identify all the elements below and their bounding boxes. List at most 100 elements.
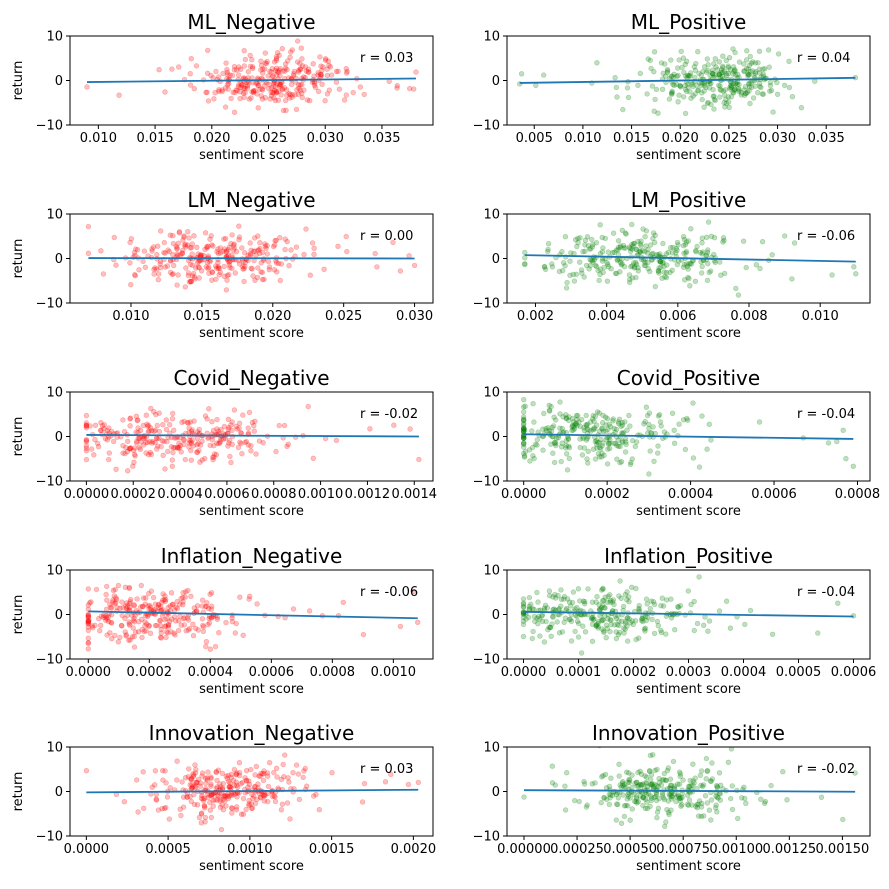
data-point (598, 454, 605, 460)
panel-title: Innovation_Positive (592, 721, 785, 745)
data-point (333, 437, 340, 443)
data-point (574, 604, 580, 611)
data-point (147, 438, 153, 445)
x-tick-label: 0.0014 (392, 487, 438, 502)
data-point (703, 234, 710, 241)
data-point (254, 274, 261, 281)
data-point (122, 603, 129, 609)
data-point (725, 99, 732, 105)
data-point (216, 265, 223, 271)
data-point (566, 445, 573, 451)
data-point (626, 279, 633, 286)
data-point (132, 272, 138, 278)
data-point (520, 420, 527, 427)
data-point (610, 230, 617, 236)
data-point (83, 412, 90, 419)
data-point (721, 237, 727, 244)
data-point (760, 71, 766, 77)
data-point (723, 100, 730, 107)
data-point (294, 59, 301, 65)
data-point (217, 245, 224, 251)
data-point (648, 782, 654, 788)
data-point (520, 435, 527, 441)
data-point (147, 425, 154, 431)
data-point (183, 244, 189, 250)
data-point (617, 578, 623, 584)
data-point (194, 603, 201, 609)
data-point (97, 427, 104, 434)
data-point (273, 90, 279, 96)
data-point (520, 600, 527, 606)
data-point (250, 88, 257, 95)
data-point (245, 68, 252, 75)
data-point (245, 425, 251, 431)
data-point (88, 446, 95, 452)
data-point (742, 84, 749, 90)
data-point (255, 781, 261, 787)
data-point (743, 57, 750, 63)
data-point (127, 599, 133, 605)
panel-title: Innovation_Negative (149, 721, 355, 745)
data-point (187, 261, 194, 268)
data-point (249, 419, 256, 426)
data-point (546, 427, 552, 434)
data-point (208, 814, 215, 821)
data-point (534, 589, 540, 596)
data-point (288, 247, 294, 253)
data-point (107, 630, 113, 636)
data-point (612, 440, 619, 447)
data-point (187, 82, 194, 88)
data-point (708, 797, 715, 803)
data-point (278, 807, 285, 813)
data-point (677, 602, 684, 609)
data-point (743, 90, 749, 97)
data-point (262, 94, 268, 101)
data-point (236, 772, 243, 779)
data-point (647, 605, 653, 612)
data-point (587, 263, 593, 269)
data-point (135, 417, 141, 423)
data-point (127, 604, 133, 610)
data-point (749, 68, 756, 74)
data-point (747, 53, 753, 60)
data-point (161, 805, 168, 812)
data-point (275, 49, 281, 56)
data-point (713, 793, 719, 799)
data-point (673, 794, 680, 800)
data-point (259, 86, 265, 92)
data-point (670, 74, 677, 80)
data-point (317, 54, 323, 60)
data-point (274, 68, 280, 75)
data-point (133, 413, 140, 419)
regression-line (519, 76, 856, 84)
data-point (260, 792, 267, 798)
data-point (85, 586, 92, 592)
data-point (564, 279, 570, 286)
data-point (328, 72, 335, 78)
data-point (189, 776, 195, 782)
data-point (191, 85, 198, 92)
data-point (607, 792, 614, 798)
data-point (153, 797, 160, 803)
data-point (246, 409, 253, 416)
data-point (622, 591, 628, 598)
data-point (150, 594, 157, 601)
data-point (694, 804, 701, 811)
data-point (664, 767, 671, 774)
data-point (311, 73, 317, 79)
data-point (228, 785, 234, 791)
data-point (248, 95, 254, 101)
data-point (127, 416, 133, 422)
data-point (127, 239, 133, 246)
data-point (590, 241, 596, 248)
data-point (520, 425, 527, 431)
data-point (692, 91, 698, 97)
data-point (631, 240, 638, 247)
data-point (851, 264, 857, 270)
y-tick-label: −10 (473, 297, 500, 312)
data-point (194, 779, 200, 785)
data-point (127, 260, 133, 266)
data-point (301, 87, 307, 93)
data-point (593, 442, 600, 448)
data-point (677, 795, 683, 801)
